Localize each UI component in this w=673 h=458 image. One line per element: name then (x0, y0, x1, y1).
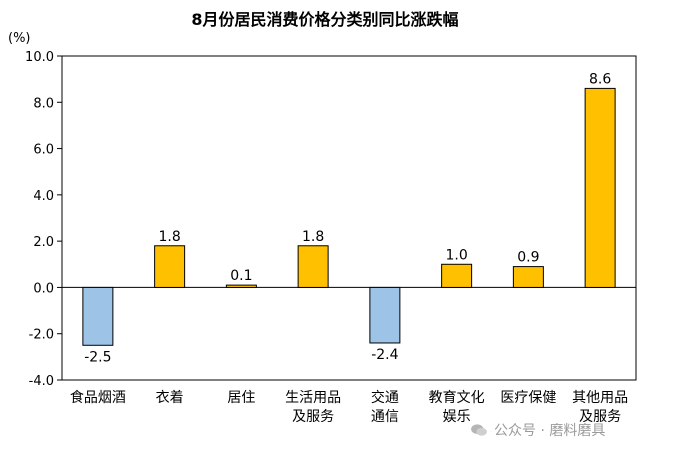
category-label: 衣着 (156, 390, 184, 406)
y-tick-label: 6.0 (33, 143, 54, 158)
category-label: 娱乐 (443, 409, 471, 425)
bar (297, 245, 329, 288)
bar (512, 266, 544, 288)
bar (82, 286, 114, 346)
watermark: 公众号 · 磨料磨具 (470, 420, 605, 440)
data-label: 0.1 (230, 268, 252, 284)
y-tick-label: 10.0 (25, 50, 54, 65)
y-tick-label: 8.0 (33, 96, 54, 111)
y-tick-label: 2.0 (33, 235, 54, 250)
category-label: 及服务 (292, 409, 334, 425)
bar (225, 284, 257, 288)
y-tick-label: -2.0 (29, 328, 54, 343)
watermark-text: 公众号 · 磨料磨具 (494, 423, 606, 439)
category-label: 生活用品 (285, 390, 341, 406)
y-tick-label: -4.0 (29, 374, 54, 389)
bar (154, 245, 186, 288)
category-label: 食品烟酒 (70, 389, 126, 406)
category-label: 其他用品 (572, 390, 628, 406)
data-label: 0.9 (517, 250, 539, 266)
category-label: 教育文化 (429, 390, 485, 406)
bar (584, 87, 616, 288)
bar (441, 263, 473, 288)
chart-title: 8月份居民消费价格分类别同比涨跌幅 (191, 10, 458, 29)
y-tick-label: 4.0 (33, 189, 54, 204)
data-label: 1.0 (445, 247, 467, 263)
data-label: 1.8 (302, 229, 324, 245)
data-label: -2.5 (84, 349, 111, 365)
category-label: 居住 (227, 390, 255, 406)
category-label: 通信 (371, 409, 399, 425)
y-axis-unit: (%) (8, 31, 31, 46)
wechat-icon (471, 424, 487, 436)
bar (369, 286, 401, 344)
data-label: 1.8 (158, 229, 180, 245)
plot-frame (61, 55, 637, 381)
data-label: 8.6 (589, 71, 611, 87)
category-label: 交通 (371, 389, 399, 406)
category-label: 及服务 (579, 409, 621, 425)
category-label: 医疗保健 (500, 390, 556, 406)
data-label: -2.4 (371, 347, 398, 363)
y-tick-label: 0.0 (33, 281, 54, 296)
